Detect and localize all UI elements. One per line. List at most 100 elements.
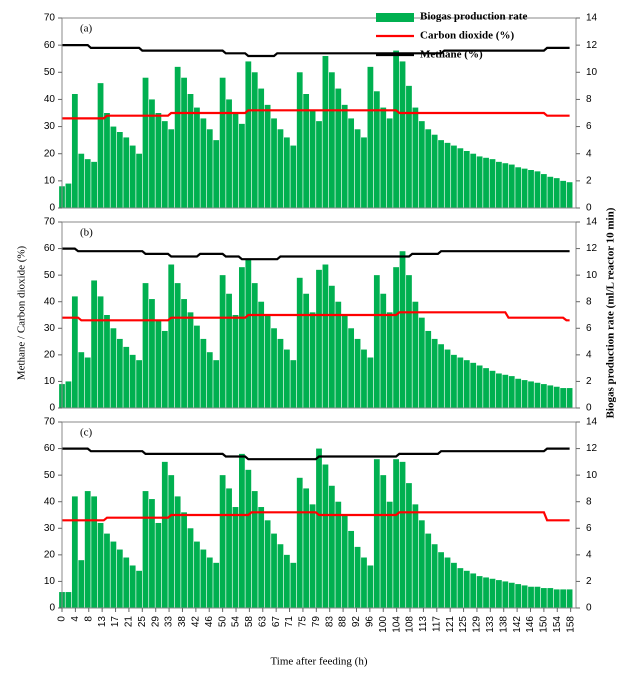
bar [116, 132, 123, 208]
bar [174, 66, 181, 208]
bar [470, 153, 477, 208]
bar [547, 176, 554, 208]
line [62, 247, 570, 261]
bar [277, 544, 284, 608]
bar [116, 549, 123, 608]
y2-tick-label: 4 [586, 148, 592, 159]
bar [386, 312, 393, 408]
y2-tick-label: 4 [586, 549, 592, 560]
bar [239, 453, 245, 608]
bar [528, 170, 534, 208]
bar [534, 171, 541, 208]
y-tick-label: 20 [44, 148, 56, 159]
bar [251, 283, 258, 408]
bar [393, 267, 399, 408]
bar [438, 140, 444, 208]
bar [78, 352, 85, 408]
y2-tick-label: 14 [586, 217, 598, 228]
x-tick-label: 63 [257, 616, 268, 628]
y-tick-label: 40 [44, 296, 56, 307]
bar [65, 183, 72, 208]
bar [142, 491, 149, 608]
bar [97, 83, 104, 208]
bar [457, 148, 464, 208]
bar [322, 264, 329, 408]
bar [258, 301, 265, 408]
panel-label: (c) [80, 427, 93, 439]
y2-tick-label: 12 [586, 443, 598, 454]
bar [232, 507, 239, 608]
x-tick-label: 113 [418, 616, 429, 632]
x-tick-label: 17 [110, 616, 121, 628]
y-tick-label: 60 [44, 40, 56, 51]
bar [283, 137, 290, 208]
bar [438, 552, 444, 608]
bar [155, 522, 162, 608]
bar [566, 589, 573, 608]
x-tick-label: 129 [472, 616, 483, 633]
bar [521, 585, 528, 608]
bar [457, 357, 464, 408]
bar [181, 77, 187, 208]
bar [226, 293, 232, 408]
bar [264, 315, 271, 408]
bar [380, 475, 387, 608]
x-tick-label: 104 [391, 616, 402, 633]
bar [496, 161, 502, 208]
bar [412, 301, 419, 408]
bar [309, 504, 316, 608]
bar [149, 499, 155, 608]
bar [213, 360, 220, 408]
y2-tick-label: 14 [586, 13, 598, 24]
y2-axis-label: Biogas production rate (ml/L reactor 10 … [605, 207, 617, 418]
x-tick-label: 21 [124, 616, 135, 628]
bar [540, 384, 547, 408]
x-tick-label: 54 [231, 616, 242, 628]
bar [444, 142, 451, 208]
bar [540, 174, 547, 208]
y-tick-label: 60 [44, 443, 56, 454]
bar [367, 66, 374, 208]
x-tick-label: 13 [97, 616, 108, 628]
bar [194, 541, 200, 608]
bar [200, 338, 207, 408]
x-tick-label: 46 [204, 616, 215, 628]
bar [71, 94, 78, 208]
bar [161, 121, 168, 208]
bar [496, 580, 502, 608]
x-tick-label: 133 [485, 616, 496, 633]
bar [91, 280, 98, 408]
bar [341, 315, 348, 408]
y2-tick-label: 4 [586, 349, 592, 360]
bar [251, 72, 258, 209]
bar [226, 99, 232, 208]
bar [283, 554, 290, 608]
bar [258, 507, 265, 608]
bar [367, 565, 374, 608]
y-tick-label: 50 [44, 470, 56, 481]
y2-tick-label: 2 [586, 175, 592, 186]
bar [399, 61, 406, 208]
x-tick-label: 100 [378, 616, 389, 633]
bar [271, 328, 277, 408]
y-tick-label: 50 [44, 67, 56, 78]
bar [110, 126, 117, 208]
bar [322, 56, 329, 208]
bar [406, 275, 412, 408]
x-tick-label: 67 [271, 616, 282, 628]
y2-tick-label: 12 [586, 40, 598, 51]
legend-label: Biogas production rate [420, 11, 527, 23]
bar [309, 312, 316, 408]
bar [71, 296, 78, 408]
bar [136, 360, 142, 408]
x-tick-label: 146 [525, 616, 536, 633]
bar [515, 167, 522, 208]
bar [97, 522, 104, 608]
y2-tick-label: 6 [586, 121, 592, 132]
bar [136, 153, 142, 208]
bar [296, 72, 303, 209]
y2-tick-label: 0 [586, 403, 592, 414]
x-tick-label: 58 [244, 616, 255, 628]
y2-tick-label: 2 [586, 376, 592, 387]
